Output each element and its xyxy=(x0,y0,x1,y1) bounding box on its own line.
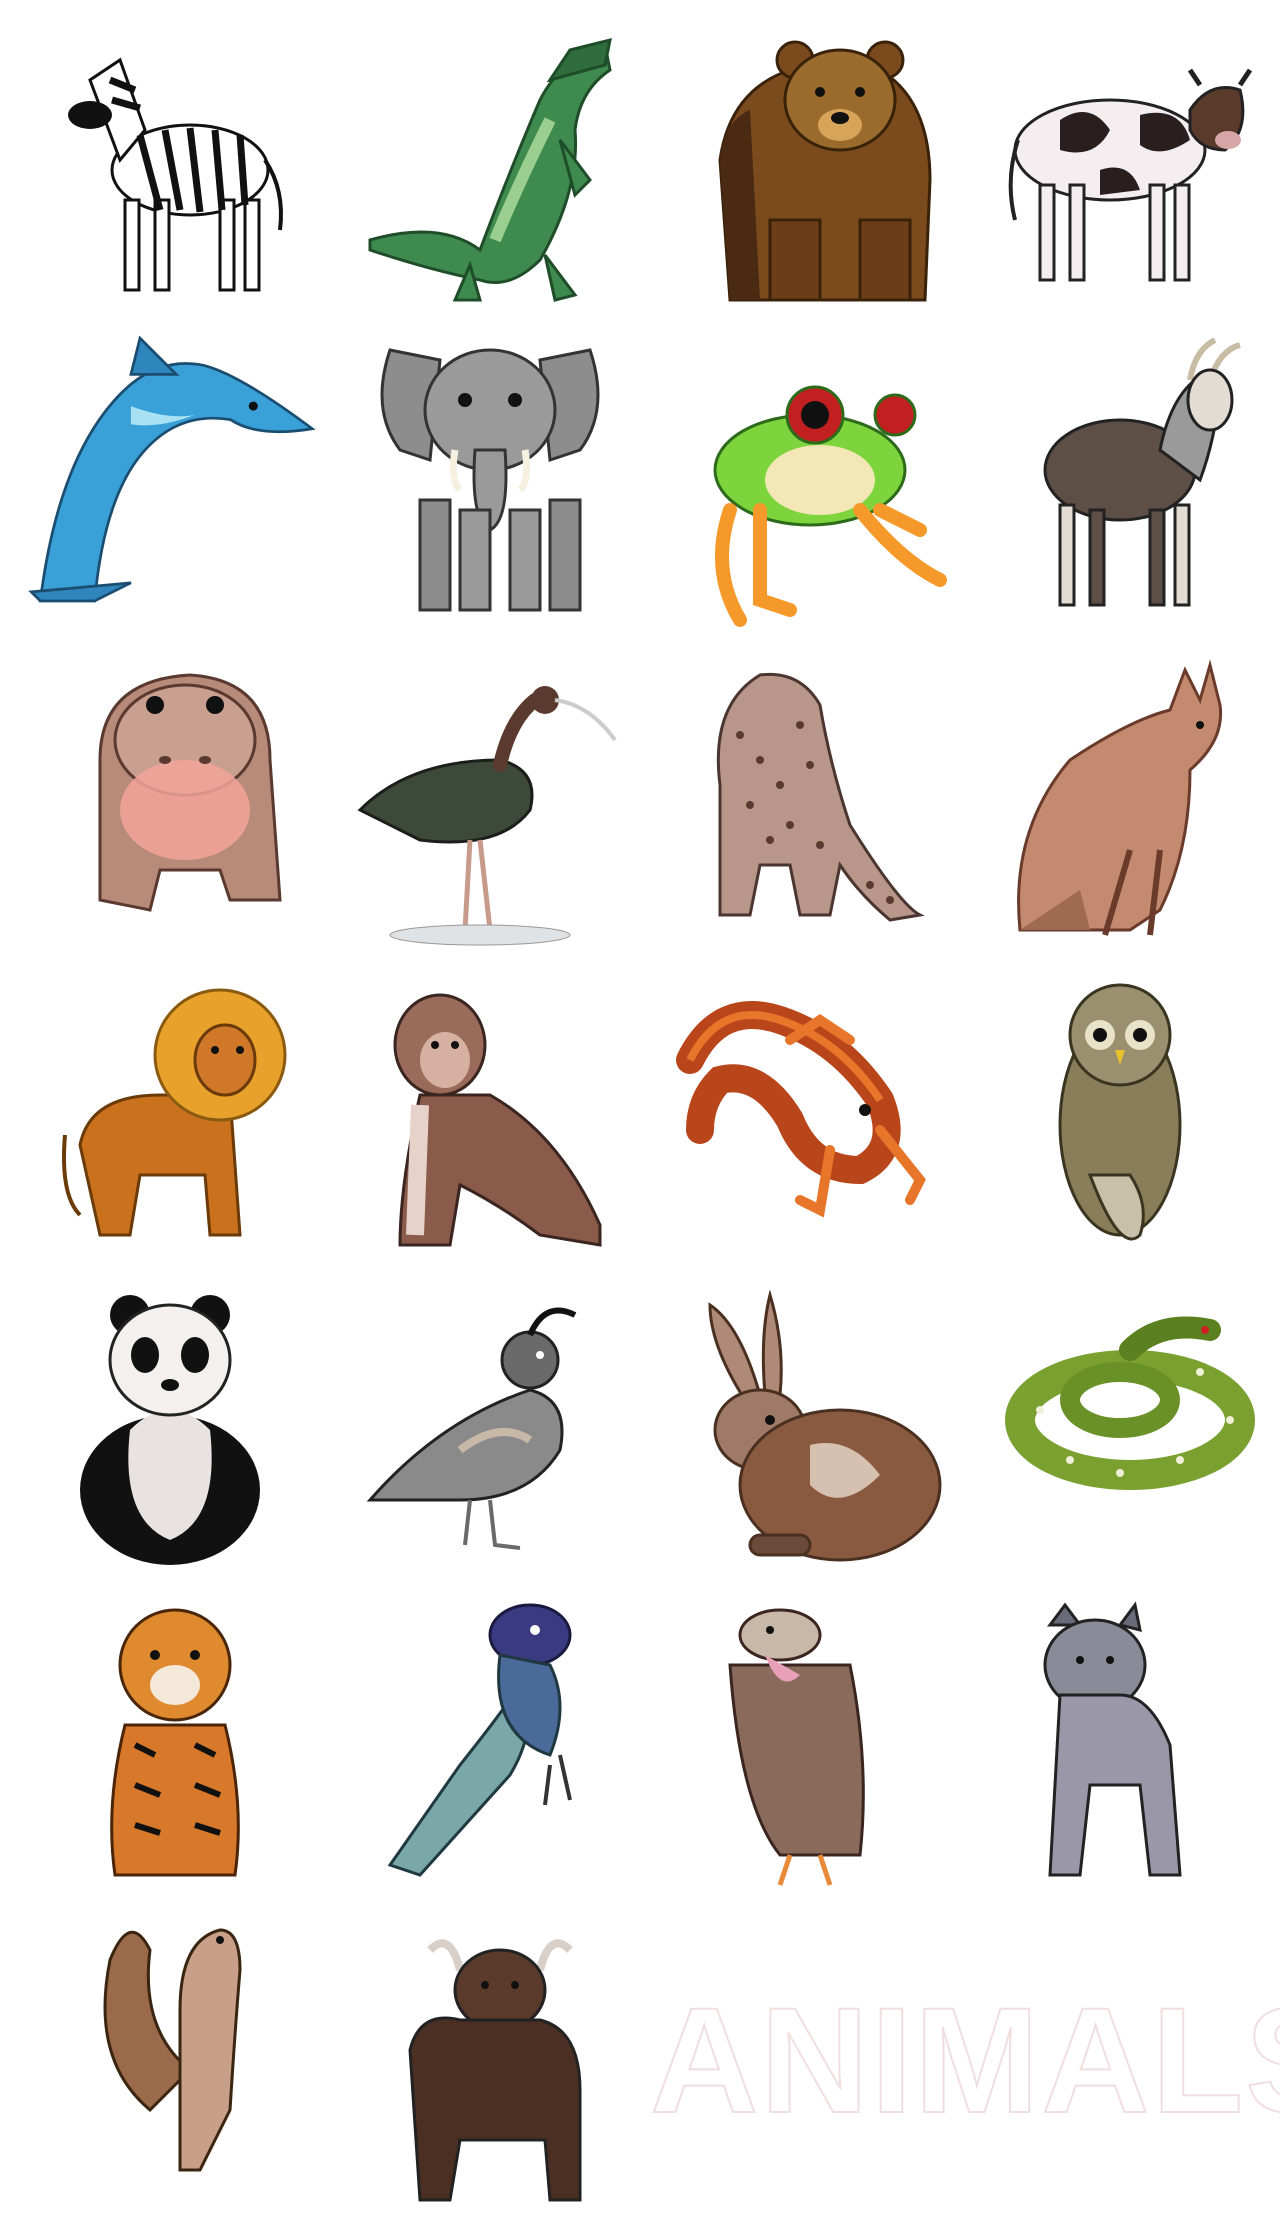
zebra-icon xyxy=(50,20,310,310)
owl-icon xyxy=(1030,975,1280,1265)
kangaroo-icon xyxy=(1010,650,1270,940)
vulture-icon xyxy=(720,1605,980,1895)
lion-icon xyxy=(60,985,320,1275)
goat-icon xyxy=(1020,330,1280,620)
jaguar-icon xyxy=(700,665,960,955)
hippo-icon xyxy=(80,660,340,950)
cow-icon xyxy=(1000,20,1260,310)
ibis-icon xyxy=(350,680,617,970)
snake-icon xyxy=(1005,1310,1270,1600)
newt-icon xyxy=(676,1000,940,1290)
quail-icon xyxy=(360,1300,620,1590)
dolphin-icon xyxy=(10,320,316,610)
animals-title: ANIMALS xyxy=(649,1976,1280,2144)
magpie-icon xyxy=(387,1603,650,1895)
rabbit-icon xyxy=(690,1289,950,1585)
panda-icon xyxy=(70,1290,330,1580)
monkey-icon xyxy=(360,985,620,1275)
bear-icon xyxy=(700,20,960,310)
yak-icon xyxy=(400,1930,660,2220)
elephant-icon xyxy=(360,330,620,620)
squirrel-icon xyxy=(90,1910,350,2200)
wolf-icon xyxy=(1030,1601,1280,1895)
frog-icon xyxy=(700,360,960,650)
alligator-icon xyxy=(360,20,620,310)
tiger-icon xyxy=(95,1605,355,1895)
